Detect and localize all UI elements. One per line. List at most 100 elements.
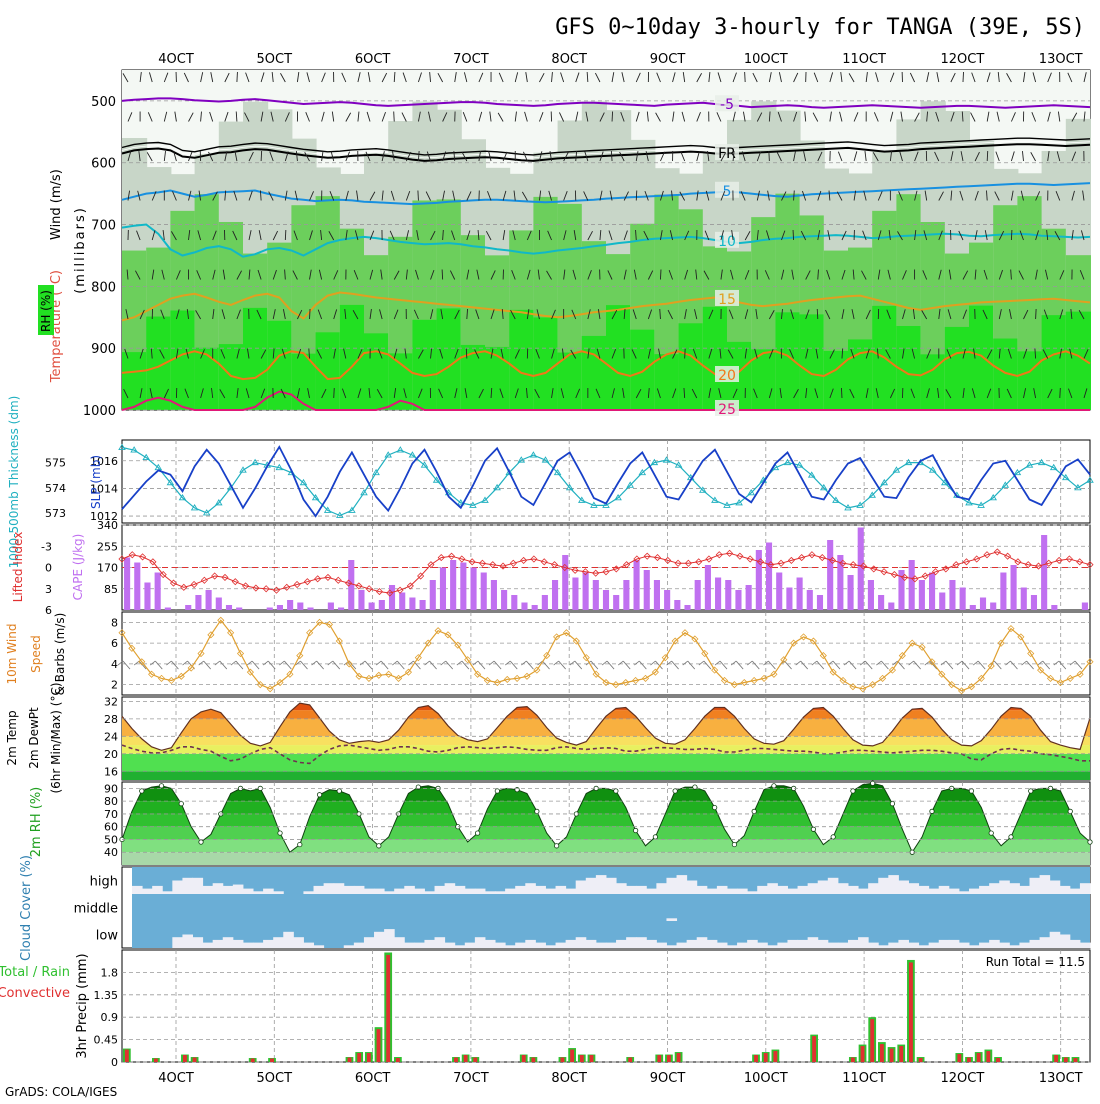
cape-tick-label: 340	[97, 519, 118, 532]
precip-convective-bar	[764, 1053, 768, 1062]
cloud-cover-cell	[213, 940, 224, 948]
cape-bar	[379, 600, 385, 610]
precip-convective-bar	[454, 1058, 458, 1062]
precip-convective-bar	[580, 1055, 584, 1062]
cape-bar	[440, 568, 446, 611]
cloud-cover-cell	[737, 889, 748, 894]
cape-bar	[847, 575, 853, 610]
cloud-cover-cell	[475, 889, 486, 894]
cloud-cover-cell	[152, 886, 163, 894]
cloud-cover-cell	[273, 891, 284, 894]
rh-point	[712, 805, 716, 809]
rh-point	[989, 831, 993, 835]
ylabel-wind: Wind (m/s)	[49, 169, 64, 240]
cloud-cover-cell	[1080, 943, 1091, 948]
cape-bar	[776, 573, 782, 611]
x-tick-label-top: 4OCT	[158, 52, 194, 67]
cloud-cover-cell	[626, 886, 637, 894]
rh-point	[278, 831, 282, 835]
surface-wind-barb	[607, 661, 614, 669]
surface-wind-barb-flag	[1054, 661, 1059, 665]
cloud-cover-cell	[1070, 940, 1081, 948]
rh-shade-saturated	[195, 348, 220, 410]
cape-tick-label: 255	[97, 540, 118, 553]
surface-wind-barb-flag	[1070, 661, 1075, 665]
cape-bar	[797, 578, 803, 611]
cape-bar	[786, 588, 792, 611]
temp-tick-label: 28	[104, 713, 118, 726]
ylabel-cape: CAPE (J/kg)	[71, 534, 85, 601]
cloud-cover-cell	[485, 940, 496, 948]
surface-wind-barb	[1043, 661, 1050, 669]
cloud-cover-cell	[142, 889, 153, 894]
cape-bar	[399, 593, 405, 611]
cloud-cover-cell	[787, 940, 798, 948]
cloud-cover-cell	[445, 943, 456, 948]
cloud-cover-cell	[545, 945, 556, 948]
rh-shade-saturated	[848, 339, 873, 410]
cloud-cover-cell	[404, 943, 415, 948]
cloud-cover-cell	[495, 943, 506, 948]
cloud-cover-cell	[596, 875, 607, 894]
surface-wind-barb	[1075, 661, 1082, 669]
rh-shade-saturated	[703, 307, 728, 410]
cape-bar	[654, 580, 660, 610]
cape-bar	[501, 590, 507, 610]
cape-bar	[735, 590, 741, 610]
cloud-cover-cell	[475, 937, 486, 948]
cloud-row-label: low	[96, 929, 119, 944]
precip-tick-label: 1.8	[101, 966, 119, 979]
ylabel-wind-1: 10m Wind	[5, 624, 19, 685]
surface-wind-barb-flag	[634, 661, 639, 665]
cloud-cover-cell	[1080, 883, 1091, 894]
cloud-cover-cell	[193, 878, 204, 894]
cape-bar	[307, 608, 313, 611]
precip-convective-bar	[348, 1058, 352, 1062]
thickness-line	[122, 448, 1090, 516]
rh-band	[122, 839, 1090, 852]
surface-wind-barb	[672, 661, 679, 669]
cloud-cover-cell	[354, 943, 365, 948]
surface-wind-barb-flag	[957, 661, 962, 665]
cape-bar	[532, 605, 538, 610]
cloud-cover-cell	[384, 929, 395, 948]
rh-shade-saturated	[679, 323, 704, 410]
wind-barb	[466, 349, 467, 359]
ylabel-rh2m: 2m RH (%)	[29, 787, 44, 858]
cloud-cover-cell	[858, 889, 869, 894]
pressure-tick-label: 600	[91, 157, 116, 172]
ylabel-slp: SLP (mb)	[89, 455, 103, 509]
rh-band	[122, 852, 1090, 865]
rh-point	[732, 842, 736, 846]
precip-convective-bar	[986, 1051, 990, 1062]
cloud-cover-cell	[908, 943, 919, 948]
ylabel-temp-1: 2m Temp	[5, 710, 19, 765]
cape-bar	[634, 560, 640, 610]
rh-shade-saturated	[146, 317, 171, 410]
wind-barb	[310, 309, 311, 319]
cape-bar	[409, 598, 415, 611]
rh-point	[614, 789, 618, 793]
wind-barb	[418, 191, 419, 201]
panel-frame-thick	[122, 440, 1090, 523]
x-tick-label-bottom: 4OCT	[158, 1071, 194, 1086]
surface-wind-barb-flag	[1005, 661, 1010, 665]
surface-wind-barb	[849, 661, 856, 669]
cloud-cover-cell	[243, 943, 254, 948]
cape-bar	[124, 558, 130, 611]
cape-bar	[970, 605, 976, 610]
cloud-cover-cell	[263, 889, 274, 894]
precip-convective-bar	[967, 1058, 971, 1062]
precip-convective-bar	[909, 962, 913, 1062]
precip-convective-bar	[899, 1046, 903, 1062]
cape-bar	[1021, 588, 1027, 611]
cape-bar	[420, 600, 426, 610]
cloud-cover-cell	[959, 891, 970, 894]
rh-point	[554, 844, 558, 848]
cloud-cover-cell	[172, 937, 183, 948]
surface-wind-barb	[236, 661, 243, 669]
cloud-cover-cell	[465, 889, 476, 894]
rh-point	[851, 789, 855, 793]
cloud-cover-cell	[626, 937, 637, 948]
cloud-row-label: high	[90, 875, 118, 890]
